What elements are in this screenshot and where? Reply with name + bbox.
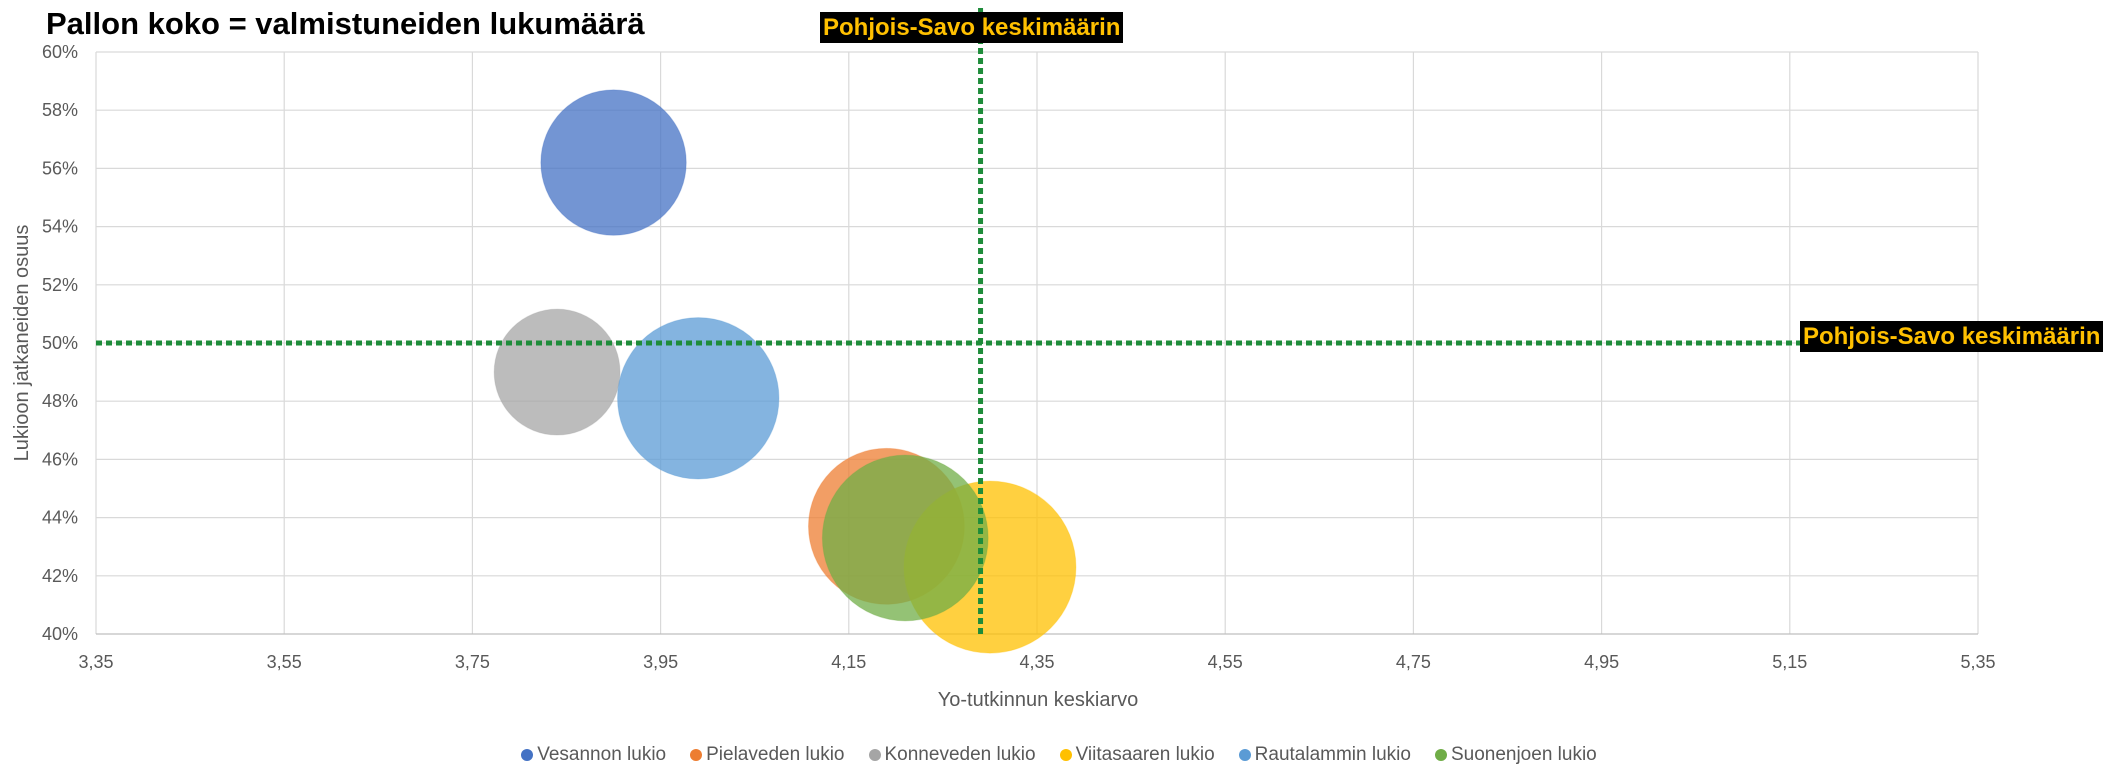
x-axis-label: Yo-tutkinnun keskiarvo	[938, 689, 1139, 711]
y-tick-label: 44%	[42, 508, 78, 528]
y-tick-label: 58%	[42, 100, 78, 120]
x-tick-label: 3,95	[643, 652, 678, 672]
x-tick-label: 5,15	[1772, 652, 1807, 672]
legend-item: Viitasaaren lukio	[1059, 744, 1215, 766]
legend-label: Konneveden lukio	[884, 744, 1036, 765]
legend-swatch	[521, 749, 534, 761]
y-tick-label: 52%	[42, 275, 78, 295]
legend-label: Pielaveden lukio	[706, 744, 845, 765]
tick-labels: 3,35 3,55 3,75 3,95 4,15 4,35 4,55 4,75 4,95 5,15…	[42, 42, 1996, 672]
y-tick-label: 40%	[42, 624, 78, 644]
y-tick-label: 50%	[42, 333, 78, 353]
x-tick-label: 3,35	[78, 652, 113, 672]
legend-swatch	[1238, 749, 1251, 761]
y-tick-label: 56%	[42, 158, 78, 178]
legend-item: Rautalammin lukio	[1238, 744, 1411, 766]
legend-item: Konneveden lukio	[868, 744, 1036, 766]
legend-item: Pielaveden lukio	[690, 744, 845, 766]
legend-item: Suonenjoen lukio	[1434, 744, 1597, 766]
legend-swatch	[868, 749, 881, 761]
x-tick-label: 3,75	[455, 652, 490, 672]
x-tick-label: 5,35	[1960, 652, 1995, 672]
legend-swatch	[1434, 749, 1447, 761]
legend: Vesannon lukio Pielaveden lukio Konneveden…	[0, 744, 2118, 766]
y-tick-label: 48%	[42, 391, 78, 411]
bubble	[493, 308, 621, 436]
bubbles	[493, 89, 1077, 654]
chart-title: Pallon koko = valmistuneiden lukumäärä	[46, 6, 645, 41]
y-tick-label: 54%	[42, 217, 78, 237]
legend-label: Rautalammin lukio	[1254, 744, 1411, 765]
bubble	[540, 89, 687, 236]
legend-label: Vesannon lukio	[537, 744, 667, 765]
x-tick-label: 4,35	[1019, 652, 1054, 672]
y-tick-label: 60%	[42, 42, 78, 62]
legend-label: Viitasaaren lukio	[1075, 744, 1215, 765]
x-tick-label: 4,75	[1396, 652, 1431, 672]
legend-swatch	[690, 749, 703, 761]
reference-lines	[96, 8, 1800, 634]
x-tick-label: 4,55	[1208, 652, 1243, 672]
bubble	[617, 317, 780, 480]
x-tick-label: 4,15	[831, 652, 866, 672]
x-tick-label: 4,95	[1584, 652, 1619, 672]
y-tick-label: 46%	[42, 449, 78, 469]
horizontal-reference-label: Pohjois-Savo keskimäärin	[1800, 321, 2104, 352]
legend-swatch	[1059, 749, 1072, 761]
legend-item: Vesannon lukio	[521, 744, 666, 766]
y-axis-label: Lukioon jatkaneiden osuus	[11, 225, 33, 462]
bubble	[821, 454, 989, 622]
y-tick-label: 42%	[42, 566, 78, 586]
legend-label: Suonenjoen lukio	[1450, 744, 1597, 765]
vertical-reference-label: Pohjois-Savo keskimäärin	[820, 12, 1124, 43]
x-tick-label: 3,55	[267, 652, 302, 672]
